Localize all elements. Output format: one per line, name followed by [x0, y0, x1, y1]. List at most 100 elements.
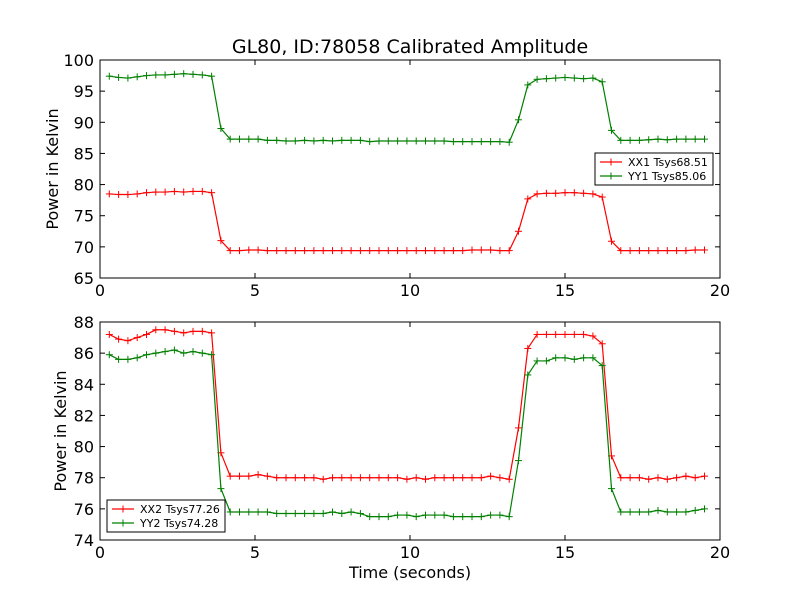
data-point — [226, 247, 234, 255]
data-point — [254, 508, 262, 516]
data-point — [384, 247, 392, 255]
data-point — [329, 508, 336, 516]
data-point — [384, 513, 392, 521]
data-point — [180, 349, 188, 357]
data-point — [468, 246, 476, 254]
data-point — [310, 474, 318, 482]
data-point — [152, 349, 160, 357]
data-point — [403, 475, 411, 483]
data-point — [152, 326, 160, 334]
data-point — [217, 237, 225, 245]
data-point — [115, 355, 123, 363]
data-point — [542, 75, 550, 83]
x-axis-label: Time (seconds) — [348, 563, 471, 582]
data-point — [403, 137, 411, 145]
data-point — [487, 511, 495, 519]
data-point — [124, 191, 132, 199]
data-point — [133, 334, 141, 342]
data-point — [412, 513, 420, 521]
data-point — [189, 348, 197, 356]
data-point — [552, 330, 560, 338]
data-point — [570, 74, 578, 82]
data-point — [319, 247, 327, 255]
y-tick-label: 100 — [63, 51, 94, 70]
data-point — [310, 510, 318, 518]
lower-plot-panel: 0 5 10 15 20 74 76 78 80 82 84 86 88 Power in Kelvin T… — [51, 313, 730, 582]
data-point — [459, 138, 467, 146]
data-point — [673, 135, 681, 143]
data-point — [515, 227, 522, 235]
data-point — [208, 329, 216, 337]
data-point — [375, 474, 383, 482]
data-point — [124, 337, 132, 345]
data-point — [161, 71, 169, 79]
data-point — [198, 71, 206, 79]
data-point — [394, 474, 402, 482]
data-point — [282, 137, 290, 145]
data-point — [626, 136, 634, 144]
data-point — [301, 136, 309, 144]
data-point — [291, 247, 299, 255]
data-point — [570, 189, 578, 197]
data-point — [226, 508, 234, 516]
legend-entry: YY1 Tsys85.06 — [600, 170, 706, 183]
data-point — [161, 188, 169, 196]
data-point — [496, 511, 504, 519]
data-point — [645, 475, 653, 483]
data-point — [282, 474, 290, 482]
data-point — [459, 513, 467, 521]
data-point — [254, 246, 262, 254]
data-point — [161, 348, 169, 356]
data-point — [115, 73, 123, 81]
data-point — [263, 472, 271, 480]
x-tick-label: 5 — [250, 543, 260, 562]
data-point — [412, 474, 420, 482]
data-point — [477, 138, 485, 146]
y-tick-label: 86 — [74, 344, 94, 363]
data-point — [170, 346, 178, 354]
data-point — [635, 136, 643, 144]
y-tick-label: 74 — [74, 531, 94, 550]
y-axis-label: Power in Kelvin — [51, 370, 70, 491]
data-point — [533, 190, 541, 198]
data-point — [375, 513, 383, 521]
data-point — [626, 474, 634, 482]
data-point — [347, 247, 355, 255]
data-point — [319, 475, 327, 483]
data-point — [384, 137, 392, 145]
data-point — [654, 247, 662, 255]
data-point — [682, 508, 690, 516]
data-point — [701, 505, 708, 513]
data-point — [589, 354, 597, 362]
data-point — [515, 116, 522, 124]
data-point — [496, 474, 504, 482]
x-tick-label: 15 — [555, 543, 575, 562]
x-tick-label: 10 — [400, 543, 420, 562]
data-point — [617, 474, 625, 482]
data-point — [477, 474, 485, 482]
data-point — [245, 135, 253, 143]
data-point — [440, 137, 448, 145]
data-point — [356, 510, 364, 518]
x-tick-label: 0 — [95, 543, 105, 562]
data-point — [198, 327, 206, 335]
y-tick-label: 88 — [74, 313, 94, 332]
data-point — [589, 190, 597, 198]
data-point — [524, 195, 532, 203]
data-point — [663, 475, 671, 483]
data-point — [180, 70, 188, 78]
data-point — [403, 247, 411, 255]
data-point — [366, 474, 374, 482]
data-point — [208, 72, 216, 80]
data-point — [170, 187, 178, 195]
data-point — [449, 247, 457, 255]
data-point — [375, 247, 383, 255]
data-point — [263, 508, 271, 516]
data-point — [440, 474, 448, 482]
data-point — [524, 371, 532, 379]
data-point — [189, 187, 197, 195]
data-point — [152, 71, 160, 79]
data-point — [617, 136, 625, 144]
data-point — [440, 247, 448, 255]
data-point — [105, 351, 113, 359]
